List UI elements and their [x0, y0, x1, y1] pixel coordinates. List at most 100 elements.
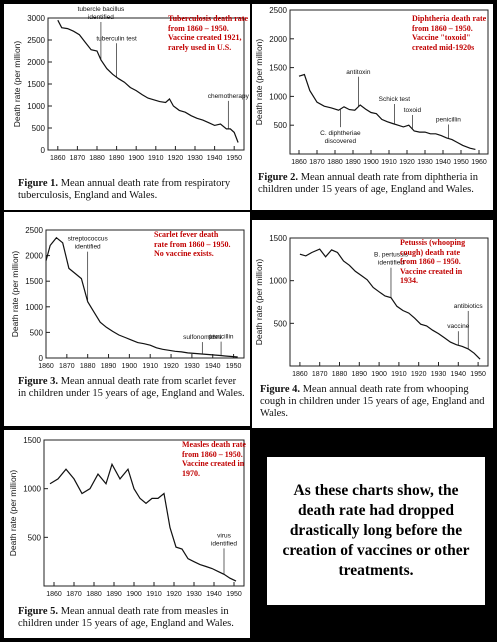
figure-2-panel: 500 1000 1500 2000 2500 1860 1870 1880 1890 1900 1… — [252, 4, 493, 210]
x-tick-label: 1930 — [184, 363, 200, 370]
x-tick-label: 1920 — [399, 159, 415, 164]
x-tick-label: 1960 — [471, 159, 487, 164]
x-tick-label: 1860 — [38, 363, 54, 370]
y-tick-label: 1000 — [25, 303, 43, 312]
x-tick-label: 1900 — [363, 159, 379, 164]
x-tick-label: 1870 — [70, 155, 86, 162]
x-tick-label: 1920 — [166, 591, 182, 598]
figure-1-caption-text: Mean annual death rate from respiratory … — [18, 178, 231, 201]
y-axis-label: Death rate (per million) — [254, 39, 264, 126]
x-tick-label: 1940 — [451, 371, 467, 378]
annotation-label: toxoid — [404, 107, 422, 114]
y-tick-label: 1500 — [269, 234, 287, 243]
x-tick-label: 1940 — [206, 591, 222, 598]
figure-1-chart: 0 500 1000 1500 2000 2500 3000 1860 1870 1880 1890… — [12, 6, 250, 162]
y-tick-label: 1000 — [27, 102, 45, 111]
x-tick-label: 1950 — [470, 371, 486, 378]
figure-5-panel: 500 1000 1500 1860 1870 1880 1890 1900 1910 1920 1… — [4, 430, 250, 638]
annotation-label: penicillin — [209, 334, 234, 341]
x-tick-label: 1880 — [89, 155, 105, 162]
x-tick-label: 1910 — [142, 363, 158, 370]
summary-callout: As these charts show, the death rate had… — [266, 456, 486, 606]
figure-2-note: Diphtheria death rate from 1860 – 1950. … — [412, 14, 487, 52]
x-tick-label: 1940 — [205, 363, 221, 370]
x-tick-label: 1940 — [435, 159, 451, 164]
figure-2-caption: Figure 2. Mean annual death rate from di… — [258, 172, 490, 196]
annotation-label: C. diphtheriae discovered — [320, 130, 361, 145]
plot-frame — [43, 439, 245, 587]
annotation-label: virus identified — [211, 532, 237, 547]
y-tick-label: 2500 — [269, 6, 287, 15]
annotation-label: streptococcus identified — [68, 236, 109, 251]
x-tick-label: 1890 — [106, 591, 122, 598]
x-tick-label: 1930 — [417, 159, 433, 164]
x-tick-label: 1910 — [148, 155, 164, 162]
x-tick-label: 1910 — [381, 159, 397, 164]
figure-1-panel: 0 500 1000 1500 2000 2500 3000 1860 1870 1880 1890… — [4, 4, 250, 210]
figure-1-label: Figure 1. — [18, 178, 59, 189]
annotation-label: penicillin — [436, 116, 461, 123]
annotation-label: Schick test — [379, 96, 411, 103]
x-tick-label: 1890 — [101, 363, 117, 370]
figure-3-label: Figure 3. — [18, 376, 59, 387]
y-tick-label: 1500 — [25, 277, 43, 286]
x-tick-label: 1930 — [187, 155, 203, 162]
y-axis-label: Death rate (per million) — [12, 41, 22, 128]
x-tick-label: 1890 — [109, 155, 125, 162]
x-tick-label: 1860 — [291, 159, 307, 164]
figure-4-note: Petussis (whooping cough) death rate fro… — [400, 238, 466, 285]
x-tick-label: 1870 — [59, 363, 75, 370]
figure-4-label: Figure 4. — [260, 384, 301, 395]
figure-4-chart: 500 1000 1500 1860 1870 1880 1890 1900 1910 1920 1… — [254, 234, 489, 378]
y-tick-label: 2500 — [27, 36, 45, 45]
figure-4-panel: 500 1000 1500 1860 1870 1880 1890 1900 1910 1920 1… — [252, 220, 493, 428]
x-tick-label: 1930 — [186, 591, 202, 598]
x-tick-label: 1940 — [207, 155, 223, 162]
x-tick-label: 1900 — [128, 155, 144, 162]
x-tick-label: 1950 — [226, 591, 242, 598]
annotation-label: tubercle bacillus identified — [78, 6, 125, 21]
x-tick-label: 1920 — [163, 363, 179, 370]
plot-frame — [45, 229, 245, 359]
figure-3-chart: 0 500 1000 1500 2000 2500 1860 1870 1880 1890 1900… — [10, 226, 245, 370]
y-tick-label: 1500 — [27, 80, 45, 89]
x-tick-label: 1880 — [327, 159, 343, 164]
x-tick-label: 1910 — [391, 371, 407, 378]
x-tick-label: 1860 — [46, 591, 62, 598]
series-line — [298, 73, 476, 150]
x-tick-label: 1880 — [80, 363, 96, 370]
y-tick-label: 1500 — [269, 64, 287, 73]
x-tick-label: 1900 — [371, 371, 387, 378]
y-tick-label: 2500 — [25, 226, 43, 235]
figure-1-caption: Figure 1. Mean annual death rate from re… — [18, 178, 246, 202]
figure-3-note: Scarlet fever death rate from 1860 – 195… — [154, 230, 231, 258]
x-tick-label: 1860 — [292, 371, 308, 378]
y-axis-label: Death rate (per million) — [10, 251, 20, 338]
y-tick-label: 2000 — [27, 58, 45, 67]
figure-5-caption: Figure 5. Mean annual death rate from me… — [18, 606, 246, 630]
x-tick-label: 1950 — [226, 155, 242, 162]
figure-3-panel: 0 500 1000 1500 2000 2500 1860 1870 1880 1890 1900… — [4, 212, 250, 426]
series-line — [49, 462, 237, 582]
y-tick-label: 2000 — [269, 35, 287, 44]
x-tick-label: 1880 — [332, 371, 348, 378]
annotation-label: sulfonomides — [183, 334, 222, 341]
x-tick-label: 1860 — [50, 155, 66, 162]
annotation-label: tuberculin test — [96, 35, 137, 42]
y-axis-label: Death rate (per million) — [254, 259, 264, 346]
y-tick-label: 1500 — [23, 436, 41, 445]
annotation-label: antibiotics — [454, 303, 484, 310]
figure-3-caption-text: Mean annual death rate from scarlet feve… — [18, 376, 245, 399]
annotation-label: B. pertussis identified — [374, 252, 409, 267]
y-tick-label: 500 — [274, 319, 288, 328]
series-line — [57, 19, 239, 143]
figure-2-caption-text: Mean annual death rate from diphtheria i… — [258, 172, 478, 195]
x-tick-label: 1920 — [411, 371, 427, 378]
annotation-label: antitoxin — [346, 69, 371, 76]
figure-4-caption: Figure 4. Mean annual death rate from wh… — [260, 384, 490, 420]
x-tick-label: 1890 — [345, 159, 361, 164]
y-tick-label: 3000 — [27, 14, 45, 23]
x-tick-label: 1870 — [66, 591, 82, 598]
x-tick-label: 1950 — [226, 363, 242, 370]
y-axis-label: Death rate (per million) — [8, 470, 18, 557]
